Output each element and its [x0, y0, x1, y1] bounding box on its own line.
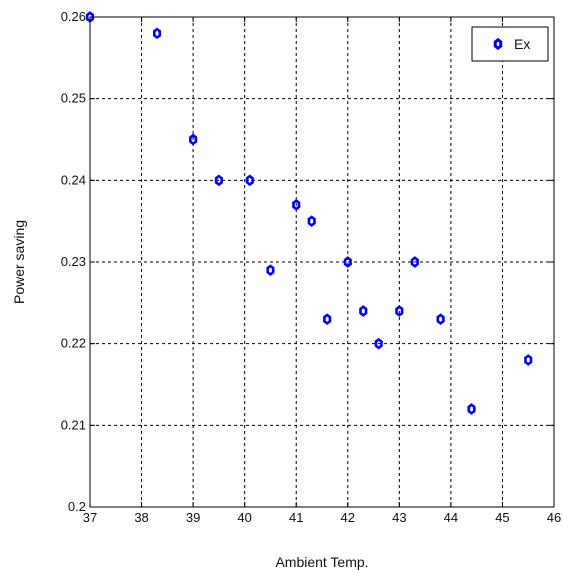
y-tick-label: 0.25	[61, 91, 86, 106]
data-point	[524, 354, 533, 366]
data-point	[307, 215, 316, 228]
legend: Ex	[471, 26, 549, 62]
data-point	[410, 256, 419, 268]
x-tick-label: 44	[444, 510, 458, 525]
data-point	[292, 198, 301, 211]
data-point	[359, 305, 368, 317]
grid-layer	[90, 17, 554, 507]
data-points	[85, 11, 533, 415]
data-point	[189, 133, 198, 146]
data-point	[152, 27, 162, 40]
data-point	[374, 337, 383, 350]
x-axis-label: Ambient Temp.	[275, 554, 368, 570]
x-tick-label: 46	[547, 510, 561, 525]
plot-frame	[89, 16, 555, 508]
x-axis-ticks: 37 38 39 40 41 42 43 44 45 46	[83, 17, 561, 525]
y-axis-ticks: 0.2 0.21 0.22 0.23 0.24 0.25 0.26	[61, 9, 554, 514]
data-point	[214, 174, 223, 187]
data-point	[323, 313, 332, 326]
data-point	[266, 264, 275, 277]
data-point	[395, 305, 404, 317]
x-tick-label: 41	[289, 510, 303, 525]
y-axis-label: Power saving	[11, 220, 27, 304]
x-tick-label: 37	[83, 510, 97, 525]
data-point	[467, 403, 476, 415]
y-tick-label: 0.26	[61, 9, 86, 24]
data-point	[436, 313, 445, 326]
x-tick-label: 42	[341, 510, 355, 525]
y-tick-label: 0.22	[61, 336, 86, 351]
legend-label: Ex	[514, 36, 530, 52]
legend-marker	[493, 37, 503, 51]
data-point	[343, 256, 352, 268]
y-tick-label: 0.2	[68, 499, 86, 514]
y-tick-label: 0.21	[61, 417, 86, 432]
x-tick-label: 40	[237, 510, 251, 525]
x-tick-label: 43	[392, 510, 406, 525]
legend-box	[471, 26, 549, 62]
y-tick-label: 0.24	[61, 172, 86, 187]
y-tick-label: 0.23	[61, 254, 86, 269]
x-tick-label: 38	[134, 510, 148, 525]
data-point	[245, 174, 254, 187]
x-tick-label: 45	[495, 510, 509, 525]
x-tick-label: 39	[186, 510, 200, 525]
